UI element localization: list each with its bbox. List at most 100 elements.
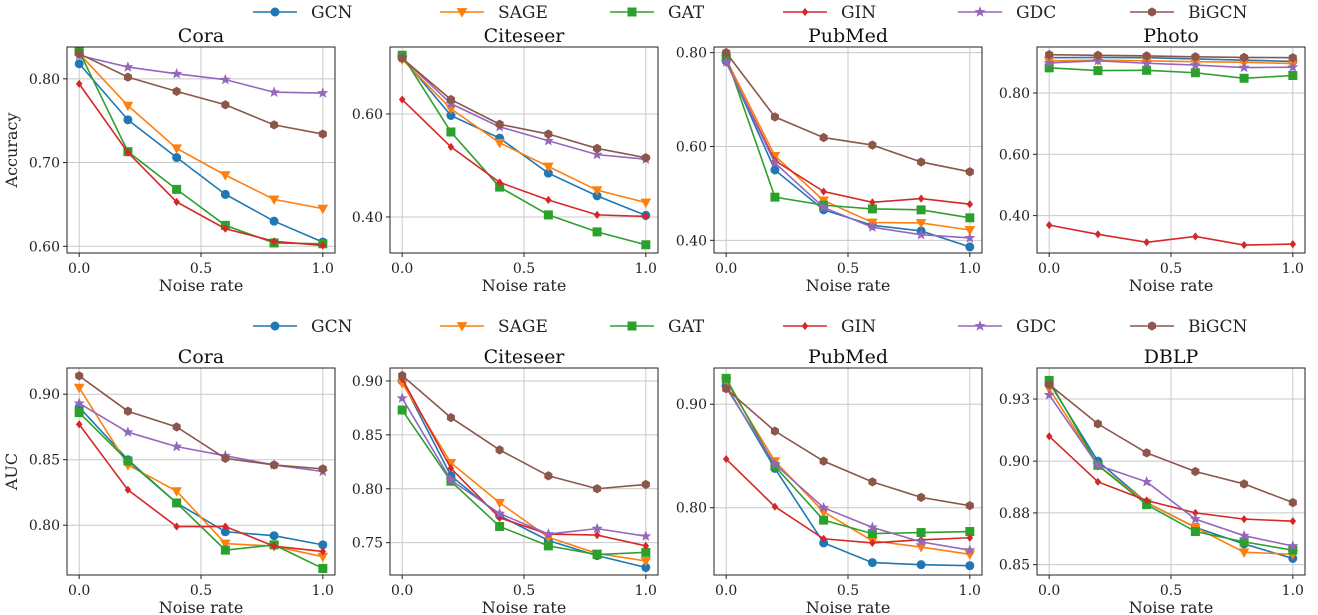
x-tick-label: 0.5 <box>837 261 859 277</box>
legend-marker-gdc <box>974 6 986 17</box>
legend-marker-gcn <box>270 321 280 331</box>
point-sage <box>640 198 652 209</box>
point-gin <box>771 502 779 511</box>
x-tick-label: 0.5 <box>190 583 212 599</box>
point-bigcn <box>868 477 877 487</box>
x-tick-label: 1.0 <box>312 261 334 277</box>
x-tick-label: 0.0 <box>391 261 413 277</box>
point-gdc <box>1043 389 1055 400</box>
x-tick-label: 1.0 <box>959 261 981 277</box>
panel-1-3: 0.0 0.5 1.0 0.85 0.88 0.90 0.93 DBLP Noise rate <box>999 346 1306 615</box>
x-tick-label: 0.5 <box>513 261 535 277</box>
point-gdc <box>866 521 878 533</box>
x-tick-label: 1.0 <box>1282 261 1304 277</box>
point-gin <box>966 533 974 542</box>
point-bigcn <box>270 120 279 130</box>
point-gdc <box>591 148 603 160</box>
point-sage <box>494 498 505 509</box>
y-tick-label: 0.40 <box>676 233 707 249</box>
x-axis-label: Noise rate <box>482 276 567 295</box>
point-bigcn <box>1045 50 1054 60</box>
point-gdc <box>818 501 830 513</box>
y-tick-label: 0.40 <box>352 210 383 226</box>
series-line-gin <box>1048 435 1293 522</box>
x-tick-label: 0.0 <box>1038 261 1060 277</box>
y-tick-label: 0.80 <box>676 46 707 62</box>
point-sage <box>640 557 652 567</box>
point-gat <box>318 563 328 573</box>
legend-label-sage: SAGE <box>498 3 548 23</box>
point-gdc <box>640 530 652 541</box>
series-line-gin <box>78 83 323 247</box>
series-line-gin <box>401 378 646 547</box>
legend-marker-gin <box>801 321 809 331</box>
series-line-gat <box>401 54 647 246</box>
point-gat <box>543 541 553 551</box>
panel-0-1: 0.0 0.5 1.0 0.40 0.60 Citeseer Noise rate <box>352 25 659 295</box>
y-tick-label: 0.85 <box>352 428 383 444</box>
x-axis-label: Noise rate <box>159 276 244 295</box>
point-gat <box>543 210 553 220</box>
y-tick-label: 0.93 <box>999 392 1030 408</box>
legend-marker-gat <box>627 7 637 17</box>
point-bigcn <box>722 384 731 394</box>
point-bigcn <box>318 464 327 474</box>
legend-label-gcn: GCN <box>311 3 353 23</box>
legend-label-gin: GIN <box>841 3 876 23</box>
point-bigcn <box>318 129 327 139</box>
point-gin <box>319 547 327 556</box>
series-line-gin <box>78 423 323 553</box>
point-bigcn <box>770 112 779 122</box>
series-line-bigcn <box>1049 53 1293 59</box>
point-sage <box>915 219 927 229</box>
panel-title: DBLP <box>1144 346 1199 368</box>
point-sage <box>171 487 182 497</box>
series-line-sage <box>1049 59 1293 65</box>
legend-label-sage: SAGE <box>498 317 548 337</box>
series-line-gdc <box>401 397 646 537</box>
point-gdc <box>1287 540 1299 551</box>
point-gat <box>1142 65 1152 75</box>
point-bigcn <box>1142 51 1151 61</box>
y-tick-label: 0.40 <box>999 209 1030 225</box>
point-gin <box>319 241 327 250</box>
point-gdc <box>1287 61 1299 72</box>
x-axis-label: Noise rate <box>1129 598 1214 615</box>
point-gin <box>496 178 503 187</box>
point-sage <box>1238 548 1250 558</box>
point-gdc <box>720 56 732 67</box>
x-tick-label: 1.0 <box>1282 583 1304 599</box>
y-tick-label: 0.90 <box>676 397 707 413</box>
point-bigcn <box>221 100 230 110</box>
legend-label-gin: GIN <box>841 317 876 337</box>
series-line-bigcn <box>725 52 970 173</box>
point-bigcn <box>1093 50 1102 60</box>
y-tick-label: 0.90 <box>29 387 60 403</box>
point-gdc <box>915 536 927 547</box>
series-line-sage <box>401 58 647 204</box>
point-gin <box>722 454 730 464</box>
legend-label-gdc: GDC <box>1016 317 1056 337</box>
point-gin <box>1094 230 1102 239</box>
point-gdc <box>591 522 603 534</box>
x-axis-label: Noise rate <box>806 598 891 615</box>
point-gat <box>1239 73 1249 83</box>
point-gcn <box>965 561 975 571</box>
point-gcn <box>74 59 84 69</box>
legend-row-1: GCN SAGE GAT GIN GDC BiGCN <box>253 317 1248 337</box>
point-bigcn <box>1288 497 1297 508</box>
y-axis-label: Accuracy <box>2 113 21 189</box>
point-gin <box>270 237 278 246</box>
point-gdc <box>171 440 183 452</box>
point-gdc <box>542 528 554 539</box>
point-gin <box>593 531 601 540</box>
point-sage <box>220 539 231 550</box>
x-axis-label: Noise rate <box>806 276 891 295</box>
point-bigcn <box>1240 479 1249 489</box>
point-gin <box>398 95 406 104</box>
x-tick-label: 1.0 <box>635 261 657 277</box>
x-tick-label: 0.0 <box>1038 583 1060 599</box>
point-gat <box>172 498 182 508</box>
point-gin <box>1143 496 1150 505</box>
point-bigcn <box>819 456 828 466</box>
